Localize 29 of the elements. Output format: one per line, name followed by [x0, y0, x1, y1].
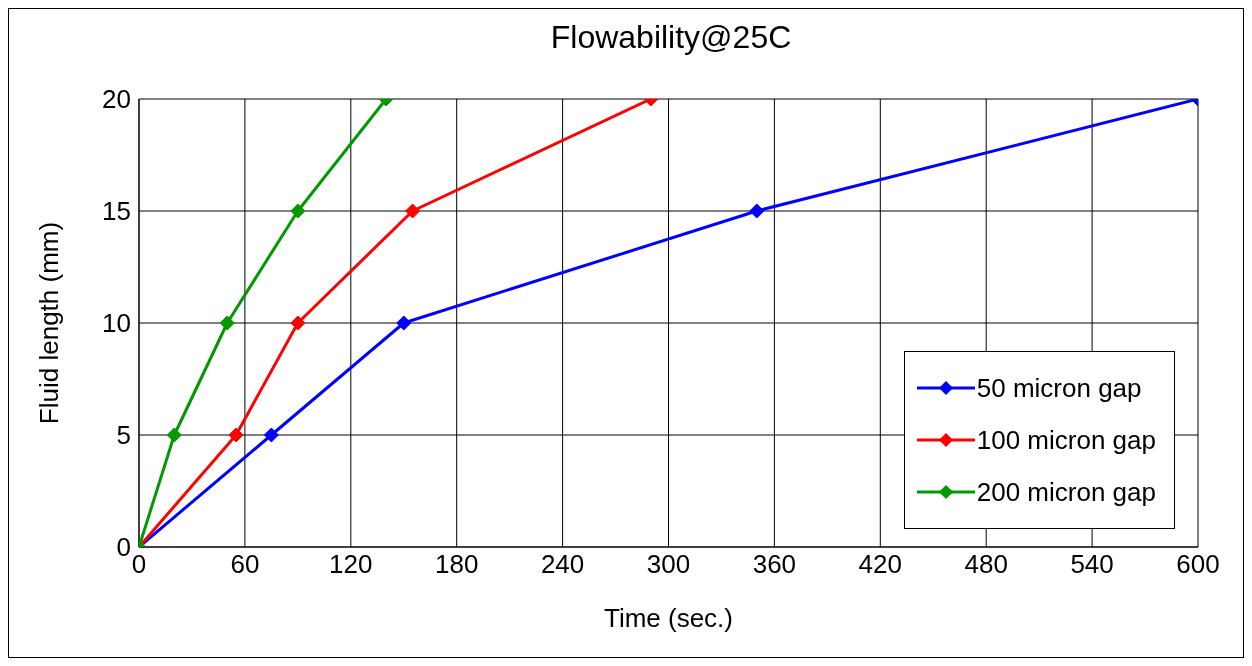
legend-label: 200 micron gap — [976, 476, 1156, 508]
y-tick-label: 10 — [102, 308, 131, 339]
y-tick-label: 20 — [102, 84, 131, 115]
x-tick-label: 420 — [858, 549, 902, 580]
point — [166, 427, 182, 443]
point — [219, 315, 235, 331]
point — [749, 203, 765, 219]
chart-title: Flowability@25C — [549, 19, 793, 56]
x-tick-label: 360 — [752, 549, 797, 580]
x-tick-label: 480 — [964, 549, 1008, 580]
point — [290, 203, 306, 219]
x-tick-label: 240 — [540, 549, 585, 580]
point — [228, 427, 244, 443]
y-tick-label: 5 — [116, 420, 131, 451]
x-tick-label: 60 — [230, 549, 260, 580]
point — [263, 427, 279, 443]
y-tick-label: 15 — [102, 196, 131, 227]
legend-label: 100 micron gap — [976, 424, 1156, 456]
y-axis-title: Fluid length (mm) — [34, 221, 65, 425]
point — [405, 203, 421, 219]
x-tick-label: 180 — [435, 549, 479, 580]
x-tick-label: 540 — [1070, 549, 1114, 580]
point — [396, 315, 412, 331]
point — [290, 315, 306, 331]
x-tick-label: 120 — [329, 549, 373, 580]
x-tick-label: 600 — [1176, 549, 1220, 580]
x-axis-title: Time (sec.) — [603, 603, 734, 633]
x-tick-label: 300 — [646, 549, 691, 580]
legend-label: 50 micron gap — [976, 372, 1142, 404]
